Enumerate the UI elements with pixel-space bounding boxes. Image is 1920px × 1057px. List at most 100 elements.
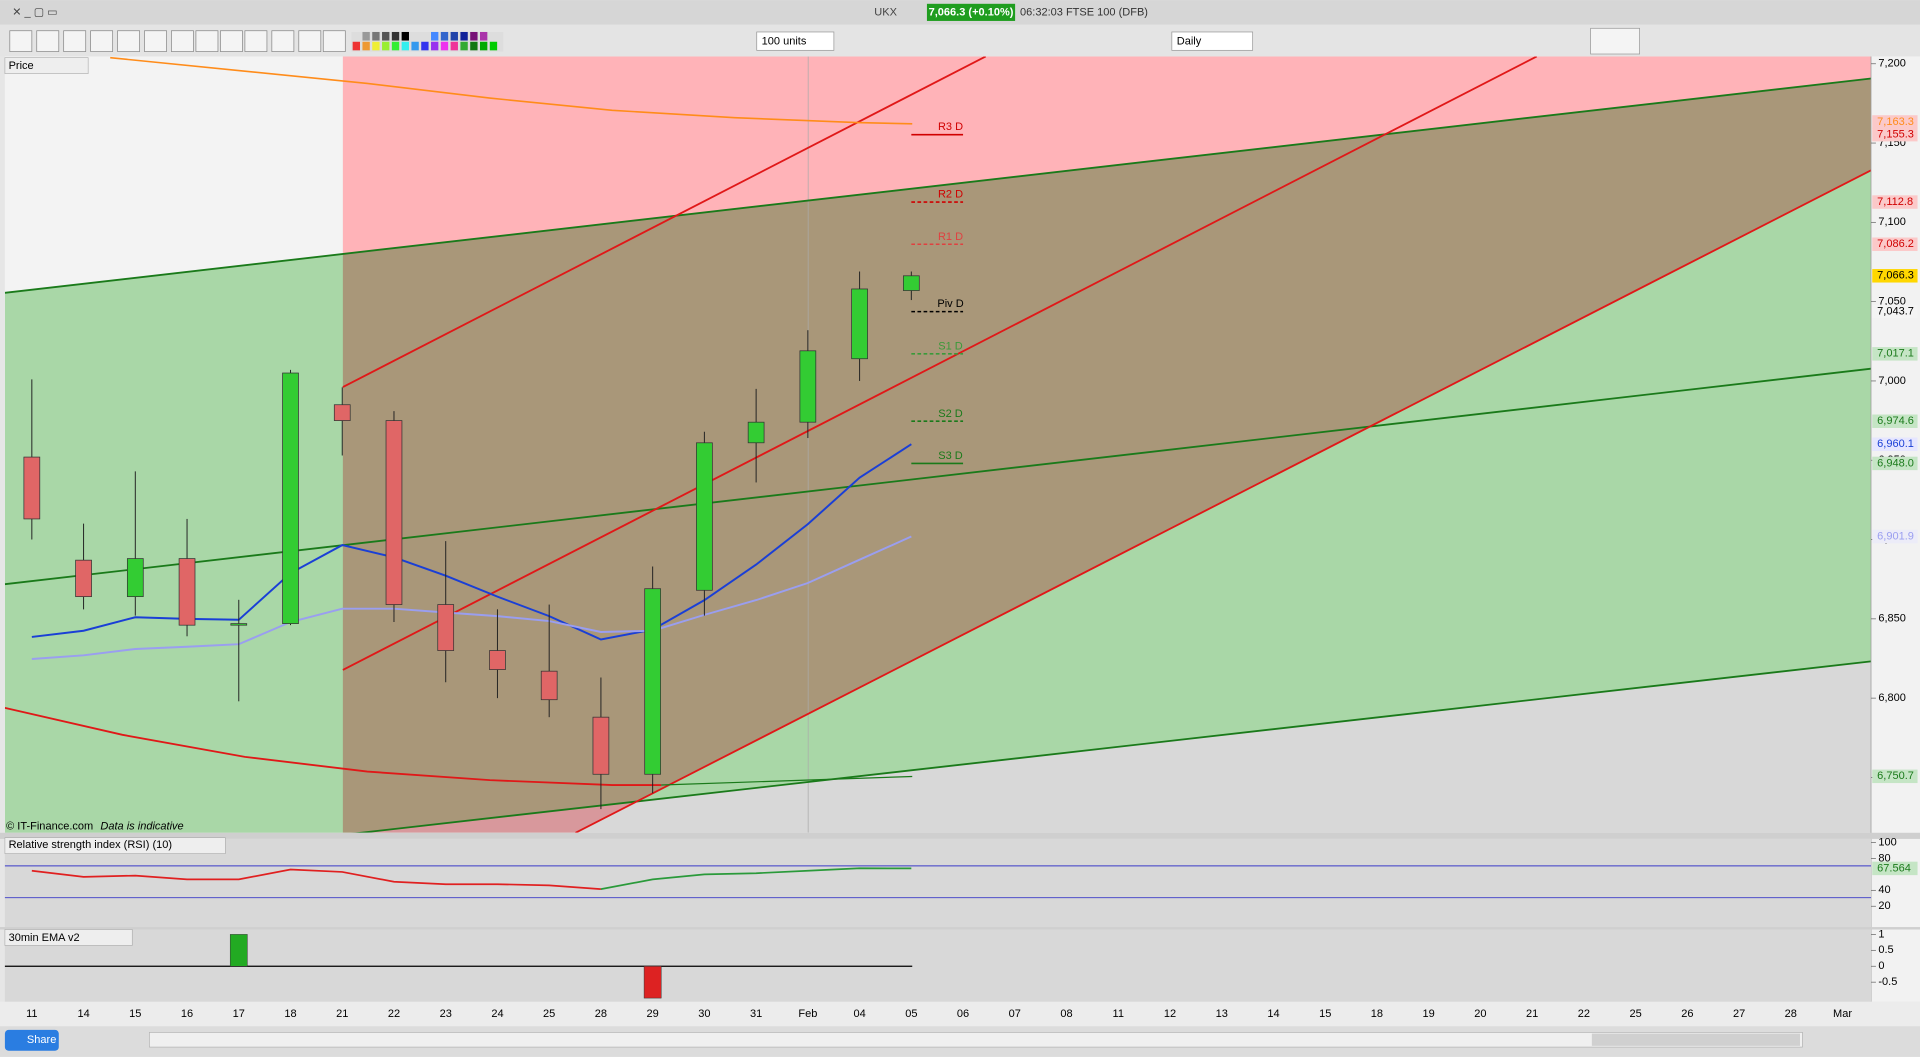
chart-type-button[interactable] <box>1590 27 1640 55</box>
candle-body <box>437 604 455 651</box>
y-tick-label: 7,200 <box>1878 58 1906 70</box>
x-tick-label: 11 <box>26 1008 37 1020</box>
level-label: 6,974.6 <box>1877 415 1914 427</box>
x-tick-label: 12 <box>1164 1008 1176 1020</box>
moving-average <box>31 443 912 641</box>
candle-body <box>333 404 351 421</box>
rsi-panel <box>4 838 1872 928</box>
y-tick-label: 6,850 <box>1878 613 1906 625</box>
x-tick-label: 28 <box>1785 1008 1797 1020</box>
y-tick-label: -0.5 <box>1878 976 1897 988</box>
candle-body <box>230 623 248 626</box>
date-axis <box>0 1001 1920 1027</box>
x-tick-label: 16 <box>181 1008 193 1020</box>
candle-body <box>282 372 299 624</box>
y-tick-label: 0 <box>1878 960 1884 972</box>
x-tick-label: 04 <box>853 1008 865 1020</box>
panel-header[interactable] <box>4 57 89 74</box>
y-tick-label: 7,050 <box>1878 296 1906 308</box>
x-tick-label: 29 <box>647 1008 659 1020</box>
scroll-thumb[interactable] <box>1591 1033 1800 1046</box>
pivot-label: S2 D <box>938 408 963 420</box>
x-tick-label: 25 <box>1629 1008 1641 1020</box>
level-label: 7,086.2 <box>1877 238 1914 250</box>
pivot-label: R1 D <box>938 231 963 243</box>
x-tick-label: 07 <box>1009 1008 1021 1020</box>
y-tick-label: 40 <box>1878 884 1890 896</box>
candle-body <box>592 716 610 775</box>
interval-select[interactable] <box>1171 31 1254 51</box>
x-tick-label: 13 <box>1216 1008 1228 1020</box>
level-marker <box>1872 115 1918 129</box>
y-tick-label: 0.5 <box>1878 944 1893 956</box>
level-label: 6,750.7 <box>1877 770 1914 782</box>
red-channel <box>342 56 1872 833</box>
x-tick-label: 17 <box>233 1008 245 1020</box>
price-change: 7,066.3 (+0.10%) <box>929 6 1014 18</box>
symbol: UKX <box>874 6 897 18</box>
lower-band <box>4 706 662 786</box>
disclaimer: Data is indicative <box>100 821 183 833</box>
x-tick-label: 22 <box>1578 1008 1590 1020</box>
units-select[interactable] <box>756 31 835 51</box>
pivot-label: R3 D <box>938 121 963 133</box>
channel-line <box>4 367 1872 586</box>
plot: R3 D R2 D R1 D Piv D S1 D S2 D S3 D <box>23 121 964 810</box>
level-label: 6,960.1 <box>1877 438 1914 450</box>
separator <box>0 832 1920 839</box>
candle-body <box>747 421 765 444</box>
x-tick-label: 31 <box>750 1008 762 1020</box>
y-tick-label: 1 <box>1878 928 1884 940</box>
x-tick-label: 27 <box>1733 1008 1745 1020</box>
window-controls[interactable]: ✕ _ ▢ ▭ <box>12 6 57 18</box>
level-marker <box>1872 347 1918 361</box>
panel-title: Price <box>9 60 34 72</box>
x-tick-label: 21 <box>1526 1008 1538 1020</box>
candle-body <box>489 650 506 670</box>
y-tick-label: 6,800 <box>1878 692 1906 704</box>
pivot-label: S3 D <box>938 450 963 462</box>
x-tick-label: 08 <box>1060 1008 1072 1020</box>
level-marker <box>1872 456 1918 471</box>
candle-body <box>799 350 817 423</box>
x-tick-label: 06 <box>957 1008 969 1020</box>
level-marker <box>1872 304 1918 319</box>
y-tick-label: 7,000 <box>1878 375 1906 387</box>
x-tick-label: 24 <box>491 1008 503 1020</box>
channels <box>4 56 1872 833</box>
level-label: 6,901.9 <box>1877 530 1914 542</box>
level-label: 7,112.8 <box>1877 196 1913 208</box>
rsi-line <box>600 867 912 890</box>
candle-body <box>644 588 661 775</box>
x-tick-label: 28 <box>595 1008 607 1020</box>
rsi-last-label: 67.564 <box>1877 862 1911 874</box>
level-marker <box>1872 237 1918 251</box>
level-marker <box>1872 195 1918 209</box>
candle-body <box>178 558 196 626</box>
panel-header[interactable] <box>4 837 226 854</box>
tool-icons[interactable] <box>9 30 504 52</box>
ema-bar <box>229 934 248 967</box>
share-button[interactable] <box>4 1029 59 1051</box>
separator <box>0 927 1920 930</box>
x-tick-label: 23 <box>440 1008 452 1020</box>
level-label: 7,043.7 <box>1877 306 1914 318</box>
candle-body <box>903 275 920 291</box>
candle-body <box>126 558 144 598</box>
y-tick-label: 100 <box>1878 836 1896 848</box>
support-line <box>661 775 913 786</box>
x-tick-label: Mar <box>1833 1008 1852 1020</box>
interval-value: Daily <box>1177 36 1202 48</box>
channel-line <box>342 56 987 388</box>
scrollbar[interactable] <box>149 1032 1803 1048</box>
y-tick-label: 20 <box>1878 900 1890 912</box>
x-tick-label: 15 <box>129 1008 141 1020</box>
x-tick-label: 18 <box>1371 1008 1383 1020</box>
x-tick-label: 05 <box>905 1008 917 1020</box>
x-tick-label: 22 <box>388 1008 400 1020</box>
panel-header[interactable] <box>4 929 133 946</box>
candle-body <box>696 442 713 591</box>
candle-body <box>23 456 41 520</box>
x-tick-label: 19 <box>1423 1008 1435 1020</box>
